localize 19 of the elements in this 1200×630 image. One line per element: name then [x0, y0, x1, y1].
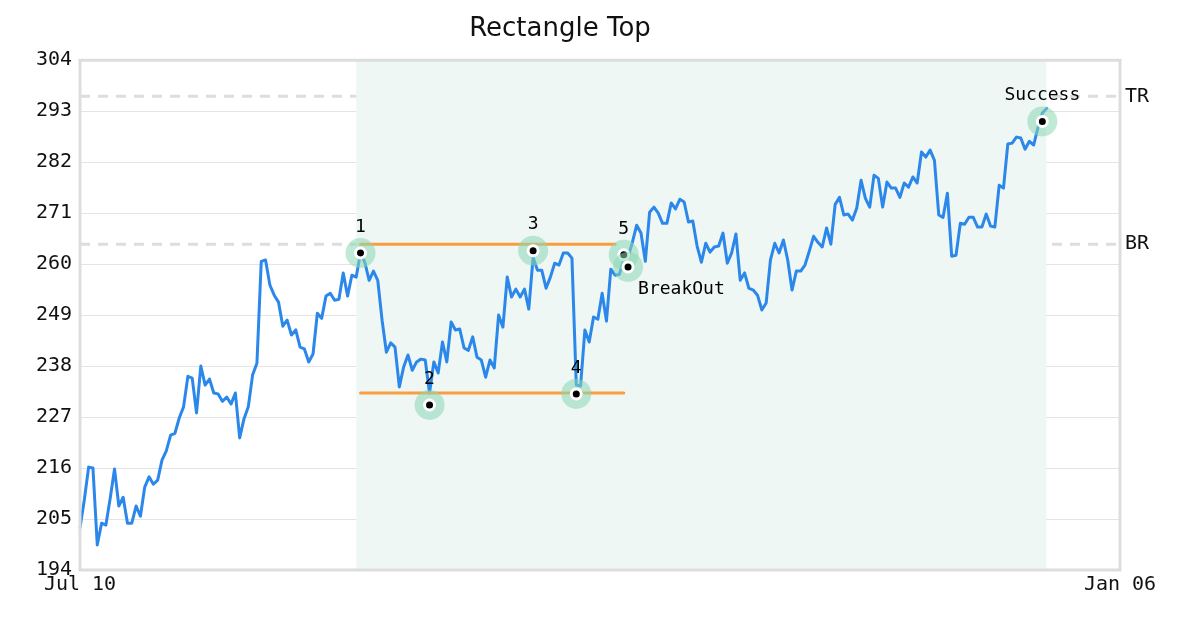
- series-label: 1: [355, 214, 366, 236]
- y-tick-label: 304: [35, 46, 72, 71]
- series-label: Success: [1004, 83, 1081, 105]
- series-label: 5: [618, 216, 630, 238]
- y-tick-label: 216: [35, 454, 72, 479]
- y-tick-label: 293: [35, 97, 72, 122]
- y-tick-label: 282: [35, 148, 72, 173]
- y-tick-label: 249: [35, 301, 72, 326]
- y-tick-label: 271: [35, 199, 72, 224]
- y-tick-label: 238: [35, 352, 72, 377]
- chart-title: Rectangle Top: [469, 12, 651, 43]
- y-tick-label: 260: [35, 250, 72, 275]
- ref-line-label: BR: [1125, 230, 1151, 255]
- x-tick-label: Jan 06: [1083, 571, 1157, 596]
- y-tick-label: 227: [35, 403, 72, 428]
- ref-line-label: TR: [1125, 82, 1151, 107]
- series-label: 3: [527, 212, 539, 234]
- y-tick-label: 205: [35, 505, 72, 530]
- series-label: BreakOut: [638, 276, 725, 298]
